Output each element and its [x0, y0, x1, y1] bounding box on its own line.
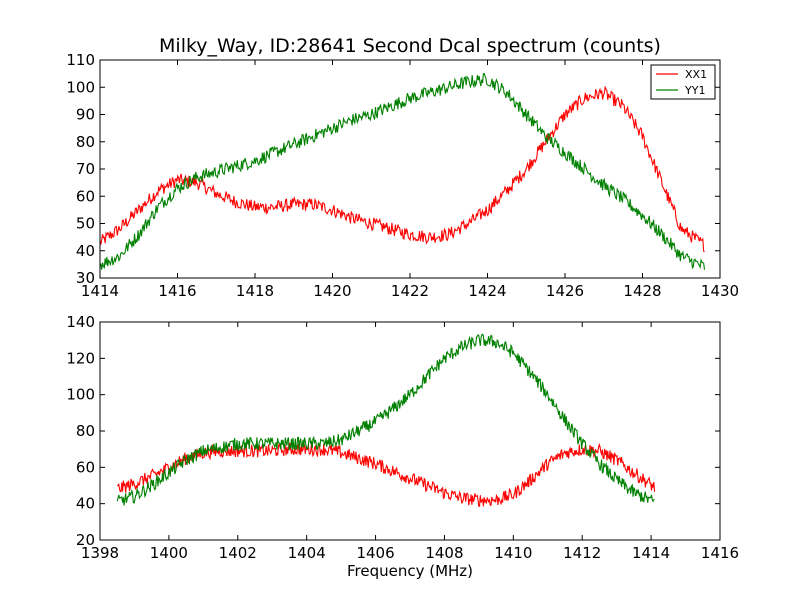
chart-title: Milky_Way, ID:28641 Second Dcal spectrum… [159, 35, 661, 57]
y-tick-label: 70 [76, 160, 95, 178]
x-tick-label: 1420 [313, 282, 351, 300]
y-tick-label: 100 [66, 78, 95, 96]
x-tick-label: 1422 [391, 282, 429, 300]
series-line-series-0 [116, 442, 656, 508]
y-tick-label: 80 [76, 133, 95, 151]
x-axis-label: Frequency (MHz) [347, 562, 473, 580]
y-tick-label: 100 [66, 386, 95, 404]
y-tick-label: 120 [66, 349, 95, 367]
x-tick-label: 1416 [701, 544, 739, 562]
x-tick-label: 1426 [546, 282, 584, 300]
y-tick-label: 40 [76, 495, 95, 513]
legend-label-yy1: YY1 [684, 84, 705, 97]
x-tick-label: 1408 [425, 544, 463, 562]
x-tick-label: 1412 [563, 544, 601, 562]
x-tick-label: 1398 [81, 544, 119, 562]
x-tick-label: 1428 [623, 282, 661, 300]
x-tick-label: 1414 [81, 282, 119, 300]
legend-box [650, 64, 716, 100]
x-tick-label: 1430 [701, 282, 739, 300]
x-tick-label: 1410 [494, 544, 532, 562]
plot-frame [99, 321, 721, 541]
y-tick-label: 90 [76, 106, 95, 124]
bottom-spectrum-plot: 1398 1400 1402 1404 1406 1408 1410 1412 1414 1416… [66, 313, 739, 562]
y-tick-label: 40 [76, 242, 95, 260]
y-tick-label: 20 [76, 531, 95, 549]
y-tick-label: 60 [76, 187, 95, 205]
series-line-yy1 [100, 73, 706, 270]
x-tick-label: 1418 [236, 282, 274, 300]
x-tick-label: 1416 [158, 282, 196, 300]
y-tick-label: 110 [66, 51, 95, 69]
y-tick-label: 50 [76, 215, 95, 233]
top-spectrum-plot: 1414 1416 1418 1420 1422 1424 1426 1428 1430 30 40… [66, 51, 739, 300]
x-tick-label: 1402 [219, 544, 257, 562]
x-tick-label: 1400 [150, 544, 188, 562]
x-tick-label: 1404 [288, 544, 326, 562]
x-tick-label: 1414 [632, 544, 670, 562]
y-tick-label: 80 [76, 422, 95, 440]
y-tick-label: 60 [76, 458, 95, 476]
legend-label-xx1: XX1 [685, 68, 707, 81]
x-tick-label: 1406 [356, 544, 394, 562]
y-tick-label: 140 [66, 313, 95, 331]
x-tick-label: 1424 [468, 282, 506, 300]
series-line-xx1 [100, 85, 705, 253]
y-tick-label: 30 [76, 269, 95, 287]
series-line-series-1 [116, 333, 655, 506]
plot-frame [99, 59, 721, 279]
